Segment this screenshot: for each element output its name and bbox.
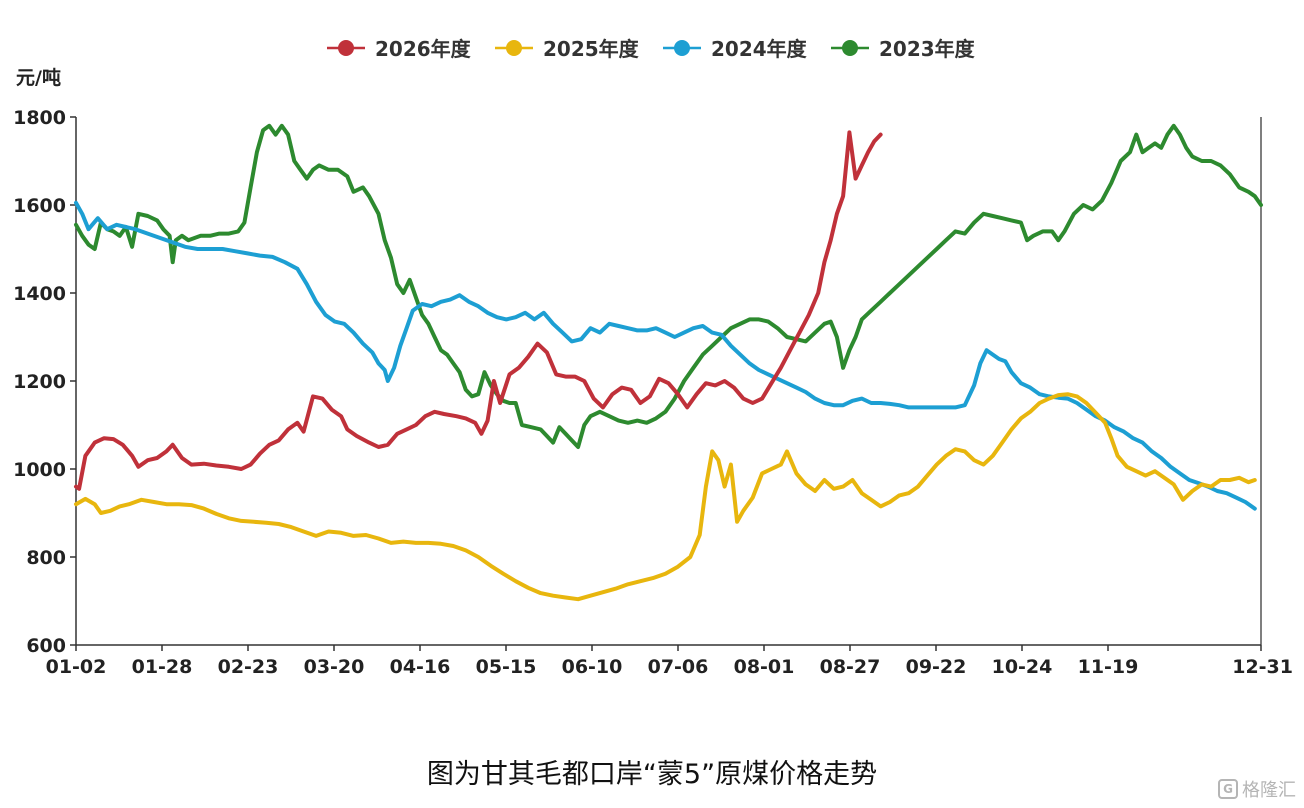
x-tick-label: 11-19 xyxy=(1078,656,1139,678)
chart-legend: 2026年度 2025年度 2024年度 2023年度 xyxy=(327,37,976,61)
y-tick-label: 1600 xyxy=(13,195,66,217)
chart-caption: 图为甘其毛都口岸“蒙5”原煤价格走势 xyxy=(426,759,878,790)
y-axis-unit-label: 元/吨 xyxy=(16,66,61,89)
legend-item[interactable]: 2026年度 xyxy=(327,37,472,61)
watermark-logo-icon: G xyxy=(1218,779,1238,799)
watermark-text: 格隆汇 xyxy=(1242,780,1296,801)
x-tick-label: 07-06 xyxy=(648,656,709,678)
series-line xyxy=(74,123,1263,449)
x-tick-label: 08-27 xyxy=(820,656,881,678)
legend-label: 2025年度 xyxy=(543,37,640,61)
series-layer xyxy=(74,123,1263,602)
legend-label: 2024年度 xyxy=(711,37,808,61)
x-tick-label: 01-02 xyxy=(46,656,107,678)
legend-label: 2023年度 xyxy=(879,37,976,61)
y-tick-label: 1200 xyxy=(13,371,66,393)
y-tick-label: 1800 xyxy=(13,107,66,129)
y-tick-label: 800 xyxy=(26,547,66,569)
legend-marker-icon xyxy=(674,40,690,56)
y-axis: 600 800 1000 1200 1400 1600 1800 xyxy=(13,107,1262,657)
y-tick-label: 600 xyxy=(26,635,66,657)
legend-item[interactable]: 2024年度 xyxy=(663,37,808,61)
x-tick-label: 03-20 xyxy=(304,656,365,678)
y-tick-label: 1400 xyxy=(13,283,66,305)
x-tick-label: 09-22 xyxy=(906,656,967,678)
x-axis: 01-02 01-28 02-23 03-20 04-16 05-15 06-10 07-06… xyxy=(46,644,1293,678)
x-tick-label: 01-28 xyxy=(132,656,193,678)
series-line xyxy=(74,130,883,491)
legend-item[interactable]: 2023年度 xyxy=(831,37,976,61)
legend-marker-icon xyxy=(842,40,858,56)
x-tick-label: 06-10 xyxy=(562,656,623,678)
watermark: G 格隆汇 xyxy=(1218,776,1296,802)
x-tick-label: 08-01 xyxy=(734,656,795,678)
x-tick-label: 10-24 xyxy=(992,656,1053,678)
legend-marker-icon xyxy=(506,40,522,56)
legend-item[interactable]: 2025年度 xyxy=(495,37,640,61)
series-line xyxy=(74,392,1257,602)
legend-label: 2026年度 xyxy=(375,37,472,61)
legend-marker-icon xyxy=(338,40,354,56)
x-tick-label: 04-16 xyxy=(390,656,451,678)
x-tick-label: 05-15 xyxy=(476,656,537,678)
y-tick-label: 1000 xyxy=(13,459,66,481)
x-tick-label: 12-31 xyxy=(1232,656,1293,678)
x-tick-label: 02-23 xyxy=(218,656,279,678)
